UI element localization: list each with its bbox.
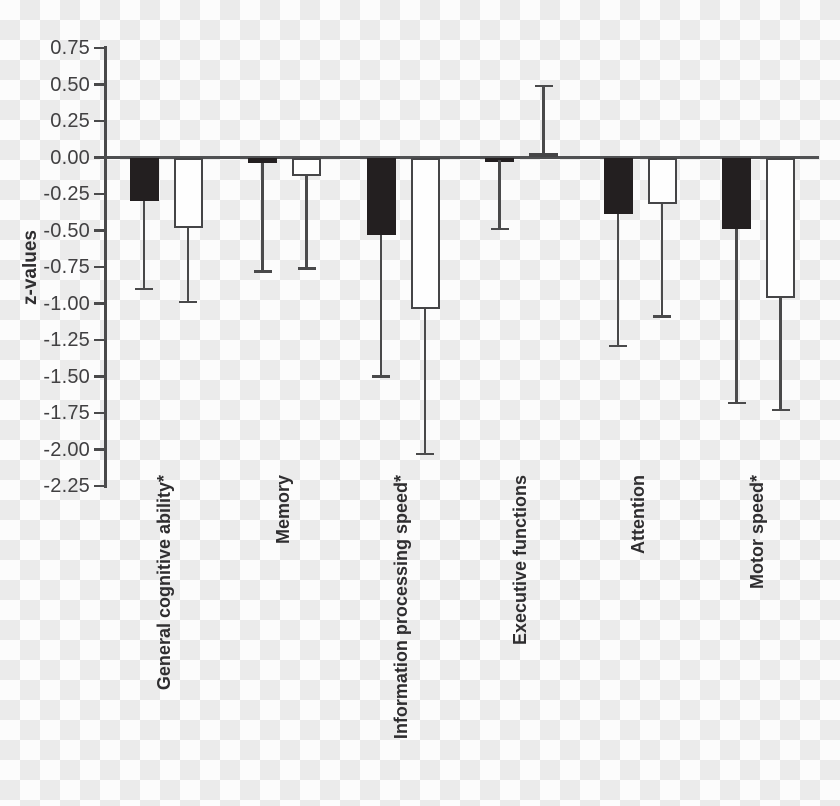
bar-filled-bars [603,157,633,215]
category-label: Memory [272,475,293,545]
y-tick-label: 0.50 [50,73,90,96]
error-bar-line [261,163,264,272]
bar-filled-bars [248,157,277,164]
category-label: Executive functions [509,475,530,646]
y-tick-mark [94,265,104,269]
y-tick-mark [94,484,104,488]
error-bar-cap [609,344,627,348]
error-bar-cap [135,287,153,291]
error-bar-line [142,201,146,289]
error-bar-cap [372,375,390,378]
bar-filled-bars [366,157,396,235]
y-tick-mark [94,83,104,86]
category-label: General cognitive ability* [154,475,174,691]
error-bar-cap [297,267,316,270]
error-bar-cap [490,227,509,231]
bar-open-bars [292,157,321,177]
y-tick-label: 0.25 [50,110,90,132]
error-bar-line [379,234,383,377]
error-bar-line [616,214,620,346]
error-bar-cap [771,408,790,412]
y-tick-mark [94,302,104,305]
y-tick-label: -1.50 [43,365,90,388]
y-tick-label: -1.25 [43,329,90,351]
y-tick-label: 0.75 [50,37,90,59]
error-bar-cap [253,270,272,273]
error-bar-cap [727,401,746,405]
bar-open-bars [410,157,440,310]
y-tick-label: -1.00 [43,292,90,315]
error-bar-line [423,309,427,454]
bar-open-bars [173,157,203,228]
y-tick-mark [94,448,104,451]
bar-filled-bars [129,157,159,202]
error-bar-line [186,227,190,303]
zero-baseline [104,156,819,159]
y-tick-mark [94,229,104,232]
category-label: Motor speed* [746,475,767,590]
error-bar-cap [534,84,553,88]
error-bar-cap [653,315,671,318]
y-tick-label: -0.25 [43,183,90,205]
y-axis-line [104,46,107,488]
y-tick-mark [94,338,104,342]
error-bar-line [660,204,664,317]
error-bar-cap [416,452,434,456]
bar-filled-bars [722,157,751,230]
y-tick-mark [94,192,104,196]
error-bar-line [542,85,545,154]
error-bar-line [779,297,782,411]
y-tick-label: -2.00 [43,438,90,461]
error-bar-line [735,229,738,403]
y-tick-label: -0.75 [43,256,90,278]
y-tick-label: 0.00 [50,146,90,169]
error-bar-line [498,160,501,230]
error-bar-line [305,176,308,269]
y-tick-mark [94,46,104,50]
y-tick-mark [94,411,104,415]
y-tick-label: -2.25 [43,475,90,497]
y-tick-label: -1.75 [43,402,90,424]
y-tick-mark [94,156,104,159]
y-tick-mark [94,375,104,378]
bar-open-bars [529,153,558,158]
y-tick-label: -0.50 [43,219,90,242]
bar-open-bars [647,157,677,205]
bar-open-bars [766,157,795,298]
y-tick-mark [94,119,104,123]
category-label: Information processing speed* [391,475,411,740]
category-label: Attention [628,475,648,554]
error-bar-cap [179,300,197,304]
